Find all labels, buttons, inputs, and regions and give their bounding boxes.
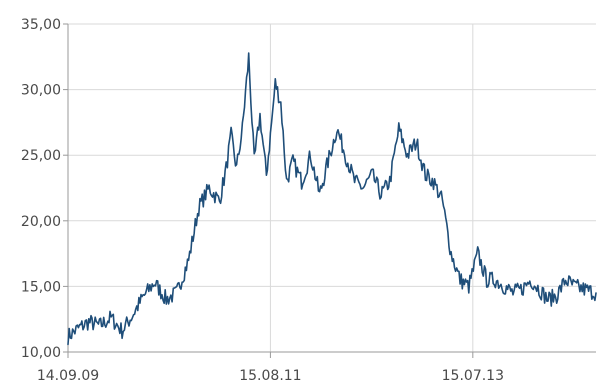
y-tick-label: 35,00	[21, 17, 61, 33]
plot-area	[68, 24, 596, 352]
y-tick-label: 20,00	[21, 214, 61, 230]
y-tick-label: 25,00	[21, 148, 61, 164]
price-series-line	[67, 52, 597, 346]
y-tick-label: 10,00	[21, 345, 61, 361]
x-tick-label: 15.07.13	[442, 368, 504, 384]
x-gridlines	[269, 24, 474, 352]
x-tick-label: 14.09.09	[37, 368, 99, 384]
x-tick-label: 15.08.11	[239, 368, 301, 384]
y-tick-label: 30,00	[21, 83, 61, 99]
y-tick-label: 15,00	[21, 279, 61, 295]
x-tick-labels: 14.09.09 15.08.11 15.07.13	[37, 352, 504, 384]
y-tick-labels: 10,00 15,00 20,00 25,00 30,00 35,00	[21, 17, 68, 361]
